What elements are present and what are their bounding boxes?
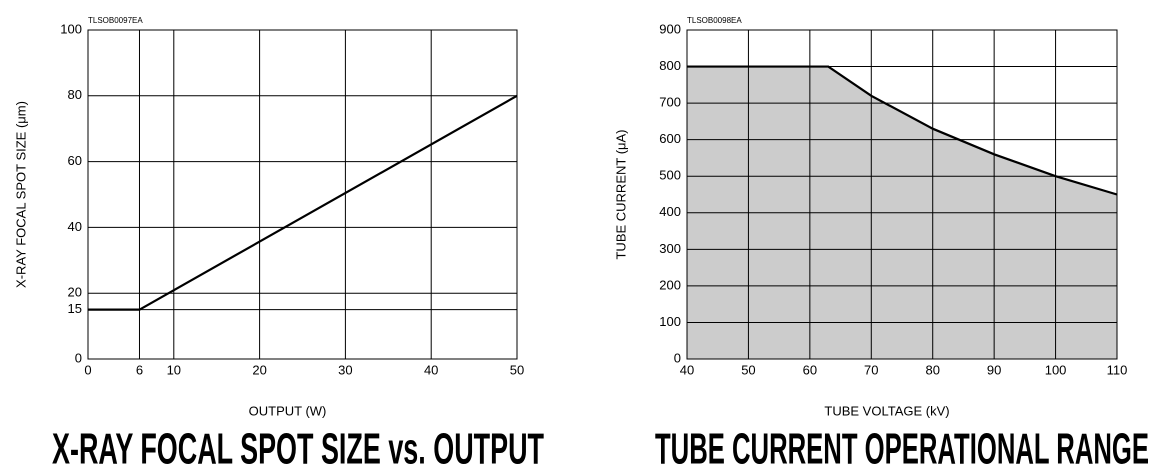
plot-frame (87, 29, 518, 360)
y-tick-label: 800 (659, 58, 681, 73)
x-tick-label: 30 (338, 362, 352, 377)
x-tick-label: 50 (510, 362, 524, 377)
y-tick-label: 60 (68, 153, 82, 168)
y-tick-label: 500 (659, 168, 681, 183)
x-tick-label: 10 (167, 362, 181, 377)
chart-code: TLSOB0098EA (687, 16, 742, 25)
y-tick-label: 20 (68, 285, 82, 300)
x-tick-label: 100 (1045, 362, 1067, 377)
y-tick-label: 40 (68, 219, 82, 234)
y-tick-label: 200 (659, 277, 681, 292)
chart-title: X-RAY FOCAL SPOT SIZE vs. OUTPUT (52, 425, 544, 474)
x-tick-label: 50 (741, 362, 755, 377)
line (687, 65, 1118, 196)
y-axis-label: X-RAY FOCAL SPOT SIZE (μm) (13, 101, 28, 288)
x-tick-label: 6 (136, 362, 143, 377)
x-tick-label: 40 (680, 362, 694, 377)
y-tick-label: 0 (674, 350, 681, 365)
x-tick-label: 70 (864, 362, 878, 377)
y-tick-label: 100 (60, 21, 82, 36)
chart-code: TLSOB0097EA (88, 16, 143, 25)
line (88, 94, 518, 311)
x-tick-label: 80 (925, 362, 939, 377)
x-tick-label: 110 (1107, 362, 1128, 377)
x-axis-label: TUBE VOLTAGE (kV) (824, 403, 949, 418)
x-tick-label: 40 (424, 362, 438, 377)
x-tick-label: 0 (84, 362, 91, 377)
chart-title: TUBE CURRENT OPERATIONAL RANGE (655, 425, 1149, 474)
y-tick-label: 400 (659, 204, 681, 219)
y-tick-label: 0 (75, 350, 82, 365)
x-tick-label: 90 (987, 362, 1001, 377)
y-tick-label: 100 (659, 314, 681, 329)
x-tick-label: 60 (803, 362, 817, 377)
y-tick-label: 80 (68, 87, 82, 102)
y-tick-label: 600 (659, 131, 681, 146)
y-tick-label: 15 (68, 301, 82, 316)
x-tick-label: 20 (252, 362, 266, 377)
x-axis-label: OUTPUT (W) (249, 403, 327, 418)
y-axis-label: TUBE CURRENT (μA) (613, 129, 628, 259)
y-tick-label: 900 (659, 21, 681, 36)
y-tick-label: 300 (659, 241, 681, 256)
y-tick-label: 700 (659, 95, 681, 110)
